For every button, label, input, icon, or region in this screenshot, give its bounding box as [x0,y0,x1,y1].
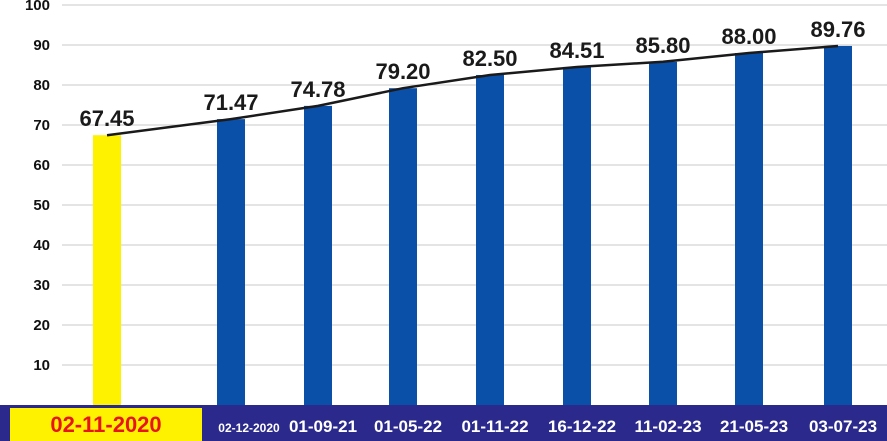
bar [563,66,591,406]
y-tick-label: 100 [25,0,50,14]
bar [304,105,332,405]
data-label: 88.00 [721,24,776,49]
trend-line [106,44,839,137]
x-tick-label: 01-11-22 [461,417,528,436]
data-label: 74.78 [290,77,345,102]
bar [824,45,852,406]
y-tick-label: 50 [33,197,50,214]
x-tick-label-highlight: 02-11-2020 [50,412,161,437]
y-tick-label: 60 [33,157,50,174]
y-tick-label: 40 [33,237,50,254]
x-axis-highlight-box [10,408,202,441]
data-label: 79.20 [375,59,430,84]
bar [735,53,763,405]
x-tick-label: 01-05-22 [374,417,442,436]
data-label: 67.45 [79,106,134,131]
highlight-bar [93,135,121,405]
y-tick-label: 80 [33,77,50,94]
y-tick-label: 90 [33,37,50,54]
y-tick-label: 30 [33,277,50,294]
y-tick-label: 20 [33,317,50,334]
x-tick-label: 02-12-2020 [218,421,280,435]
data-label: 89.76 [810,17,865,42]
bar [217,119,245,406]
bar [649,61,677,406]
data-label: 84.51 [549,38,604,63]
x-tick-label: 21-05-23 [720,417,788,436]
data-label: 82.50 [462,46,517,71]
x-tick-label: 03-07-23 [809,417,877,436]
bar [389,88,417,405]
y-tick-label: 10 [33,357,50,374]
bar [476,75,504,405]
data-label: 71.47 [203,90,258,115]
data-label: 85.80 [635,33,690,58]
y-tick-label: 70 [33,117,50,134]
x-tick-label: 01-09-21 [289,417,357,436]
x-tick-label: 11-02-23 [634,417,701,436]
x-tick-label: 16-12-22 [548,417,616,436]
